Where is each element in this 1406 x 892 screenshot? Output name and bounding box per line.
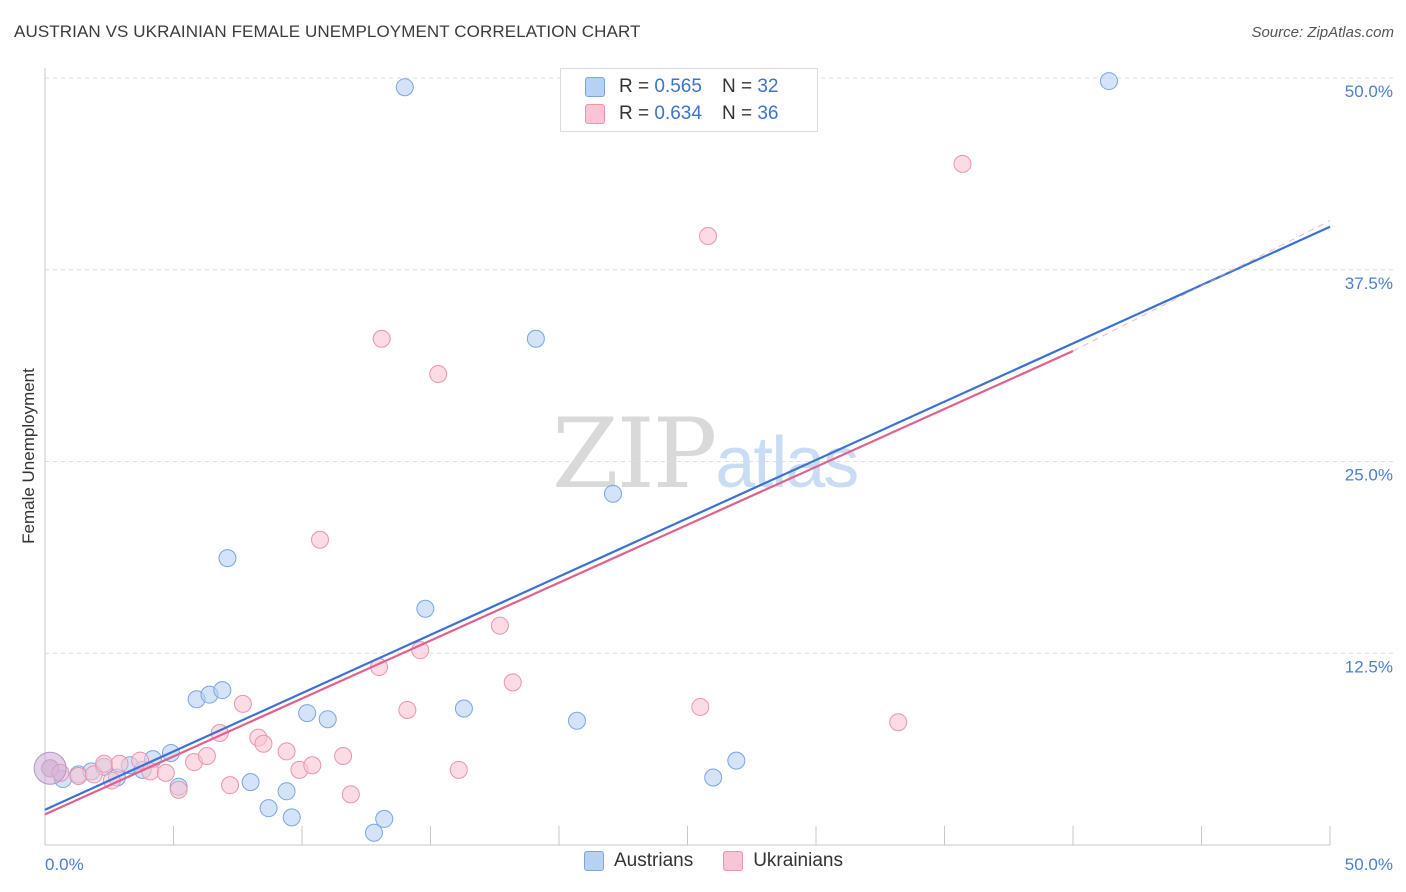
point-ukrainians xyxy=(398,701,417,720)
point-austrians xyxy=(1099,72,1118,91)
point-ukrainians xyxy=(169,780,188,799)
point-austrians xyxy=(375,809,394,828)
source-credit: Source: ZipAtlas.com xyxy=(1251,24,1394,41)
point-ukrainians xyxy=(503,673,522,692)
point-austrians xyxy=(603,484,622,503)
point-austrians xyxy=(454,699,473,718)
legend-n-label-austrians: N = xyxy=(721,76,753,97)
x-tick-label: 50.0% xyxy=(1345,855,1393,874)
point-ukrainians xyxy=(221,776,240,795)
point-austrians xyxy=(213,681,232,700)
legend-n-label-ukrainians: N = xyxy=(721,103,753,124)
point-ukrainians xyxy=(233,694,252,713)
correlation-legend: R = 0.565 N = 32 R = 0.634 N = 36 xyxy=(560,68,818,132)
legend-r-ukrainians: 0.634 xyxy=(654,103,702,124)
legend-n-austrians: 32 xyxy=(757,76,779,97)
y-axis-label: Female Unemployment xyxy=(19,368,38,544)
x-tick-label: 0.0% xyxy=(45,855,84,874)
point-ukrainians xyxy=(303,756,322,775)
point-austrians xyxy=(298,704,317,723)
point-ukrainians xyxy=(277,742,296,761)
legend-r-label-ukrainians: R = xyxy=(619,103,650,124)
point-ukrainians xyxy=(449,760,468,779)
series-legend: Austrians Ukrainians xyxy=(584,850,873,872)
watermark-atlas: atlas xyxy=(715,423,859,503)
point-austrians xyxy=(259,799,278,818)
legend-row-austrians: R = 0.565 N = 32 xyxy=(585,75,778,99)
legend-swatch-austrians xyxy=(585,77,605,97)
point-austrians xyxy=(526,329,545,348)
legend-bottom-swatch-ukrainians xyxy=(723,851,744,871)
point-ukrainians xyxy=(699,227,718,246)
point-ukrainians xyxy=(429,365,448,384)
point-ukrainians xyxy=(254,734,273,753)
y-tick-label: 37.5% xyxy=(1345,274,1393,293)
point-ukrainians xyxy=(889,713,908,732)
point-ukrainians xyxy=(372,329,391,348)
point-austrians xyxy=(318,710,337,729)
point-ukrainians xyxy=(341,785,360,804)
point-austrians xyxy=(364,823,383,842)
point-austrians xyxy=(727,751,746,770)
y-tick-label: 25.0% xyxy=(1345,466,1393,485)
trend-line-ukrainians xyxy=(44,350,1074,816)
legend-swatch-ukrainians xyxy=(585,104,605,124)
legend-bottom-swatch-austrians xyxy=(584,851,604,871)
legend-bottom-label-ukrainians: Ukrainians xyxy=(753,850,843,871)
point-ukrainians xyxy=(310,530,329,549)
point-ukrainians xyxy=(110,754,129,773)
point-austrians xyxy=(416,599,435,618)
chart-title: AUSTRIAN VS UKRAINIAN FEMALE UNEMPLOYMEN… xyxy=(14,22,641,41)
point-austrians xyxy=(241,773,260,792)
point-austrians xyxy=(395,78,414,97)
watermark: ZIPatlas xyxy=(552,398,859,510)
point-austrians xyxy=(277,782,296,801)
legend-r-label-austrians: R = xyxy=(619,76,650,97)
point-ukrainians xyxy=(156,763,175,782)
point-austrians xyxy=(218,549,237,568)
y-tick-label: 50.0% xyxy=(1345,82,1393,101)
point-ukrainians xyxy=(69,766,88,785)
point-ukrainians xyxy=(197,747,216,766)
point-austrians xyxy=(567,711,586,730)
watermark-zip: ZIP xyxy=(552,398,717,510)
point-ukrainians xyxy=(490,616,509,635)
legend-n-ukrainians: 36 xyxy=(757,103,779,124)
point-ukrainians xyxy=(95,754,114,773)
point-ukrainians xyxy=(334,747,353,766)
legend-bottom-label-austrians: Austrians xyxy=(614,850,694,871)
point-austrians xyxy=(282,808,301,827)
legend-r-austrians: 0.565 xyxy=(654,76,702,97)
legend-row-ukrainians: R = 0.634 N = 36 xyxy=(585,102,778,126)
point-cluster xyxy=(33,751,67,785)
point-ukrainians xyxy=(953,154,972,173)
legend-item-austrians[interactable]: Austrians xyxy=(584,850,693,872)
point-ukrainians xyxy=(691,697,710,716)
legend-item-ukrainians[interactable]: Ukrainians xyxy=(723,850,843,872)
trend-line-austrians xyxy=(44,225,1331,811)
trend-extension-ukrainians xyxy=(1072,220,1331,352)
y-tick-label: 12.5% xyxy=(1345,657,1393,676)
point-austrians xyxy=(704,768,723,787)
